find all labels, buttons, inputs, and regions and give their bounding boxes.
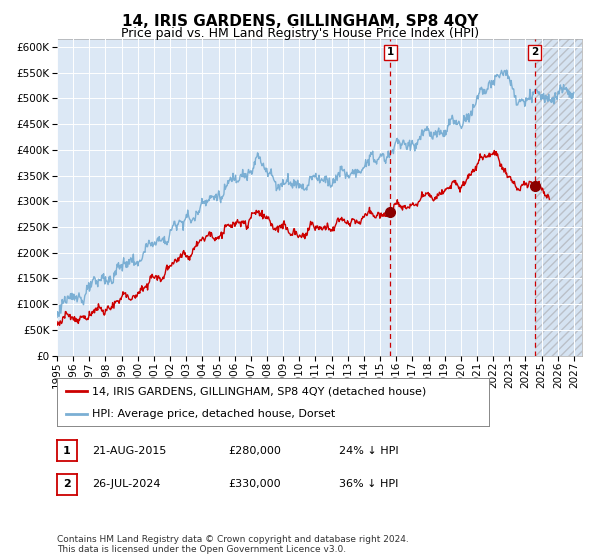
Text: £280,000: £280,000 xyxy=(228,446,281,456)
Text: 1: 1 xyxy=(63,446,71,456)
Text: £330,000: £330,000 xyxy=(228,479,281,489)
Text: 24% ↓ HPI: 24% ↓ HPI xyxy=(339,446,398,456)
Text: HPI: Average price, detached house, Dorset: HPI: Average price, detached house, Dors… xyxy=(92,409,335,419)
Text: 36% ↓ HPI: 36% ↓ HPI xyxy=(339,479,398,489)
Text: 14, IRIS GARDENS, GILLINGHAM, SP8 4QY: 14, IRIS GARDENS, GILLINGHAM, SP8 4QY xyxy=(122,14,478,29)
Text: Price paid vs. HM Land Registry's House Price Index (HPI): Price paid vs. HM Land Registry's House … xyxy=(121,27,479,40)
Bar xyxy=(535,39,582,356)
Bar xyxy=(535,39,582,356)
Text: 2: 2 xyxy=(63,479,71,489)
Text: 21-AUG-2015: 21-AUG-2015 xyxy=(92,446,166,456)
Text: 1: 1 xyxy=(387,48,394,58)
Text: 26-JUL-2024: 26-JUL-2024 xyxy=(92,479,160,489)
Text: 2: 2 xyxy=(531,48,538,58)
Text: Contains HM Land Registry data © Crown copyright and database right 2024.
This d: Contains HM Land Registry data © Crown c… xyxy=(57,535,409,554)
Text: 14, IRIS GARDENS, GILLINGHAM, SP8 4QY (detached house): 14, IRIS GARDENS, GILLINGHAM, SP8 4QY (d… xyxy=(92,386,426,396)
